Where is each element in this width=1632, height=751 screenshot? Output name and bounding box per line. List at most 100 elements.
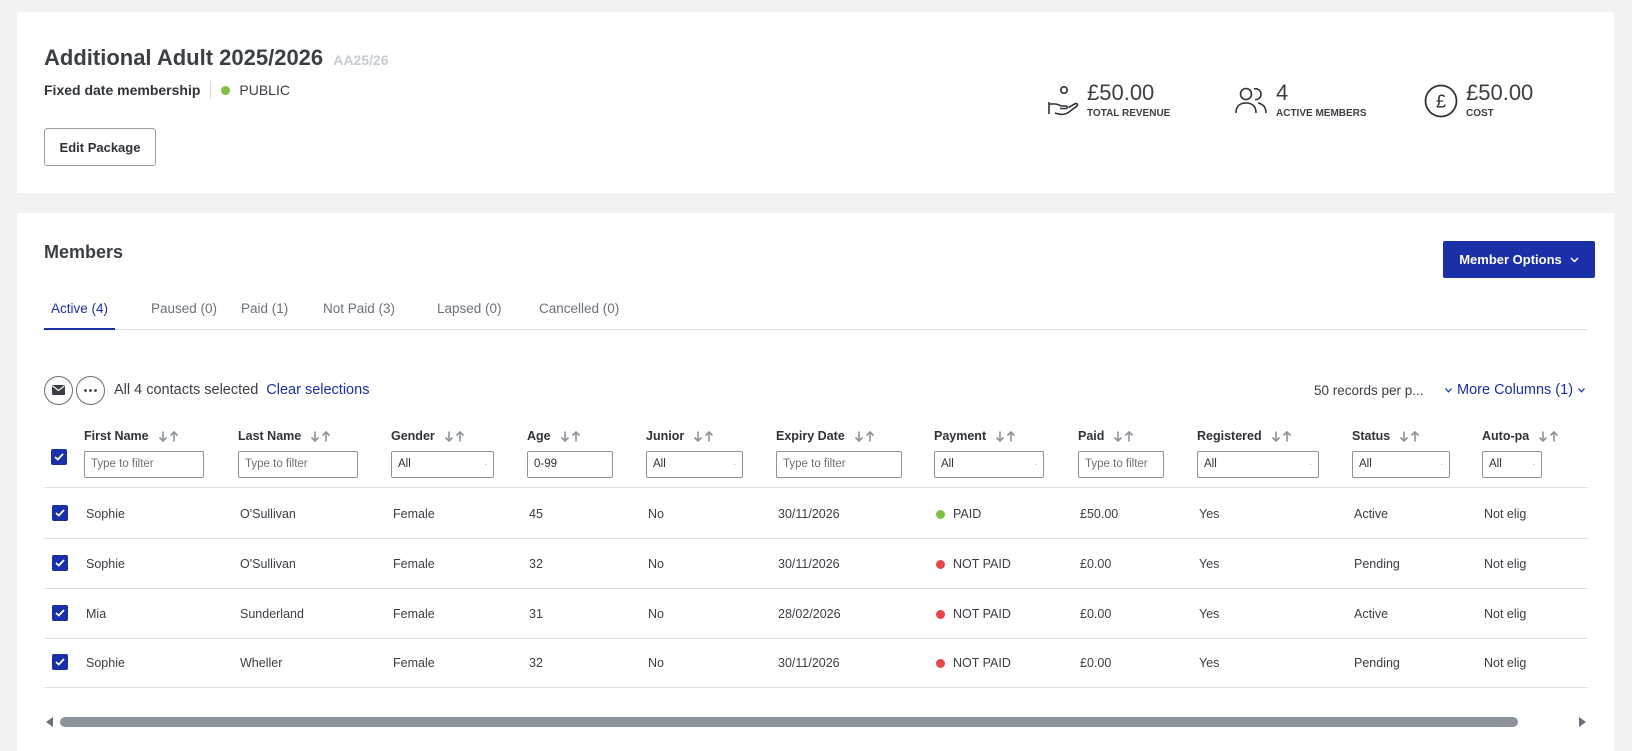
filter-input-last[interactable]: Type to filter <box>238 451 358 478</box>
clear-selections-link[interactable]: Clear selections <box>266 382 370 398</box>
package-meta: Fixed date membership PUBLIC <box>44 81 290 99</box>
sort-arrows-icon[interactable] <box>560 430 582 442</box>
cell-paid: £0.00 <box>1080 557 1112 571</box>
filter-select-gender[interactable]: All · <box>391 451 494 478</box>
records-per-page-select[interactable]: 50 records per p... <box>1314 383 1424 398</box>
row-checkbox[interactable] <box>52 605 68 621</box>
column-title: Status <box>1352 429 1391 443</box>
column-header-payment[interactable]: Payment <box>934 429 1017 443</box>
email-button[interactable] <box>44 375 73 405</box>
tab-not-paid[interactable]: Not Paid (3) <box>323 301 396 316</box>
cell-payment: PAID <box>936 489 981 539</box>
filter-select-payment[interactable]: All · <box>934 451 1044 478</box>
edit-package-button[interactable]: Edit Package <box>44 128 156 166</box>
filter-input-first[interactable]: Type to filter <box>84 451 204 478</box>
table-row[interactable]: Sophie O'Sullivan Female 45 No 30/11/2026 PAID… <box>44 489 1588 539</box>
cell-junior: No <box>648 607 664 621</box>
column-header-age[interactable]: Age <box>527 429 582 443</box>
filter-select-junior[interactable]: All · <box>646 451 743 478</box>
table-row[interactable]: Sophie O'Sullivan Female 32 No 30/11/2026 NOT … <box>44 539 1588 589</box>
column-header-last[interactable]: Last Name <box>238 429 332 443</box>
payment-status-text: PAID <box>953 507 982 521</box>
cell-expiry: 30/11/2026 <box>778 507 840 521</box>
cell-registered: Yes <box>1199 656 1220 670</box>
tab-paid[interactable]: Paid (1) <box>241 301 289 316</box>
cell-age: 32 <box>529 656 543 670</box>
filter-value: Type to filter <box>245 458 308 470</box>
sort-arrows-icon[interactable] <box>1271 430 1293 442</box>
chevron-down-icon <box>1445 387 1452 393</box>
table-row[interactable]: Mia Sunderland Female 31 No 28/02/2026 NOT PAI… <box>44 589 1588 639</box>
sort-arrows-icon[interactable] <box>854 430 876 442</box>
payment-status-text: NOT PAID <box>953 557 1011 571</box>
more-actions-button[interactable] <box>76 375 105 405</box>
payment-status-dot-icon <box>936 509 945 519</box>
scroll-left-icon[interactable] <box>46 717 53 727</box>
member-options-button[interactable]: Member Options <box>1443 241 1595 278</box>
select-all-checkbox[interactable] <box>51 449 67 465</box>
column-header-registered[interactable]: Registered <box>1197 429 1293 443</box>
stat-label: TOTAL REVENUE <box>1087 108 1171 119</box>
meta-divider <box>210 81 212 99</box>
tab-paused[interactable]: Paused (0) <box>151 301 218 316</box>
column-title: Age <box>527 429 551 443</box>
column-title: Paid <box>1078 429 1105 443</box>
package-name: Additional Adult 2025/2026 <box>44 45 324 70</box>
column-header-autopay[interactable]: Auto-pa <box>1482 429 1560 443</box>
cell-registered: Yes <box>1199 507 1220 521</box>
column-header-status[interactable]: Status <box>1352 429 1421 443</box>
column-header-expiry[interactable]: Expiry Date <box>776 429 876 443</box>
sort-arrows-icon[interactable] <box>693 430 715 442</box>
payment-status-text: NOT PAID <box>953 607 1011 621</box>
row-checkbox[interactable] <box>52 555 68 571</box>
row-checkbox[interactable] <box>52 654 68 670</box>
column-header-first[interactable]: First Name <box>84 429 180 443</box>
more-columns-dropdown[interactable]: More Columns (1) <box>1445 382 1585 398</box>
sort-arrows-icon[interactable] <box>310 430 332 442</box>
sort-arrows-icon[interactable] <box>1399 430 1421 442</box>
payment-status-dot-icon <box>936 609 945 619</box>
cell-first: Mia <box>86 607 107 621</box>
tab-lapsed[interactable]: Lapsed (0) <box>437 301 502 316</box>
selection-text: All 4 contacts selected <box>114 382 259 398</box>
filter-select-status[interactable]: All · <box>1352 451 1450 478</box>
sort-arrows-icon[interactable] <box>1113 430 1135 442</box>
column-header-gender[interactable]: Gender <box>391 429 466 443</box>
filter-input-paid[interactable]: Type to filter <box>1078 451 1164 478</box>
tab-cancelled[interactable]: Cancelled (0) <box>539 301 620 316</box>
payment-status-dot-icon <box>936 658 945 668</box>
column-title: Gender <box>391 429 435 443</box>
column-title: Payment <box>934 429 987 443</box>
cell-gender: Female <box>393 656 435 670</box>
tab-active[interactable]: Active (4) <box>44 288 116 330</box>
members-card: Members Member Options Active (4) Paused… <box>17 213 1614 751</box>
filter-input-age[interactable]: 0-99 <box>527 451 613 478</box>
row-checkbox[interactable] <box>52 505 68 521</box>
cell-paid: £50.00 <box>1080 507 1119 521</box>
column-title: Registered <box>1197 429 1262 443</box>
column-title: Expiry Date <box>776 429 845 443</box>
checkmark-icon <box>55 609 65 617</box>
cell-autopay: Not elig <box>1484 607 1527 621</box>
filter-value: All <box>941 458 954 470</box>
filter-value: 0-99 <box>534 458 558 470</box>
filter-select-registered[interactable]: All · <box>1197 451 1319 478</box>
filter-input-expiry[interactable]: Type to filter <box>776 451 902 478</box>
sort-arrows-icon[interactable] <box>1538 430 1560 442</box>
stat-active-members: 4 ACTIVE MEMBERS <box>1234 80 1367 119</box>
column-header-paid[interactable]: Paid <box>1078 429 1135 443</box>
checkmark-icon <box>55 509 65 517</box>
sort-arrows-icon[interactable] <box>995 430 1017 442</box>
cell-last: Wheller <box>240 656 283 670</box>
cell-registered: Yes <box>1199 607 1220 621</box>
scroll-right-icon[interactable] <box>1579 717 1586 727</box>
scrollbar-thumb[interactable] <box>60 717 1518 727</box>
horizontal-scrollbar[interactable] <box>44 715 1608 729</box>
table-row[interactable]: Sophie Wheller Female 32 No 30/11/2026 NOT PAI… <box>44 638 1588 688</box>
sort-arrows-icon[interactable] <box>444 430 466 442</box>
stat-total-revenue: £50.00 TOTAL REVENUE <box>1047 80 1170 119</box>
sort-arrows-icon[interactable] <box>158 430 180 442</box>
column-header-junior[interactable]: Junior <box>646 429 715 443</box>
filter-select-autopay[interactable]: All · <box>1482 451 1542 478</box>
cell-junior: No <box>648 557 664 571</box>
